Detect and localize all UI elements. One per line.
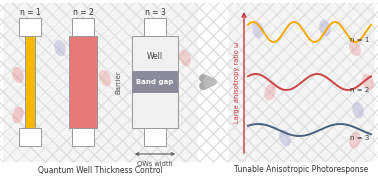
Text: Tunable Anisotropic Photoresponse: Tunable Anisotropic Photoresponse: [234, 166, 369, 175]
Ellipse shape: [264, 84, 276, 100]
Ellipse shape: [54, 40, 66, 56]
Bar: [69, 36, 97, 128]
Text: Barrier: Barrier: [115, 70, 121, 94]
Ellipse shape: [362, 74, 374, 90]
Bar: [228, 3, 375, 162]
Ellipse shape: [352, 102, 364, 118]
Bar: [19, 128, 41, 146]
Text: n = 3: n = 3: [350, 135, 369, 141]
Text: Well: Well: [147, 52, 163, 61]
Ellipse shape: [69, 110, 81, 126]
Ellipse shape: [12, 67, 24, 83]
Bar: [3, 3, 198, 162]
Ellipse shape: [179, 50, 191, 66]
Ellipse shape: [349, 132, 361, 148]
Text: Large anisotropy ratio ω: Large anisotropy ratio ω: [234, 42, 240, 123]
Text: n = 3: n = 3: [144, 8, 166, 17]
Text: Band gap: Band gap: [136, 79, 174, 85]
Bar: [72, 18, 94, 36]
Ellipse shape: [349, 40, 361, 56]
Text: n = 2: n = 2: [73, 8, 93, 17]
Ellipse shape: [99, 70, 111, 86]
Ellipse shape: [134, 44, 146, 60]
Text: n = 2: n = 2: [350, 87, 369, 93]
Text: Quantum Well Thickness Control: Quantum Well Thickness Control: [38, 166, 163, 175]
Ellipse shape: [159, 92, 171, 108]
Ellipse shape: [319, 20, 331, 36]
Bar: [25, 36, 35, 128]
Text: n = 1: n = 1: [20, 8, 40, 17]
Text: QWs width: QWs width: [137, 161, 173, 167]
Bar: [132, 71, 178, 93]
Ellipse shape: [279, 130, 291, 146]
Ellipse shape: [252, 22, 264, 38]
Bar: [132, 36, 178, 128]
Bar: [19, 18, 41, 36]
Ellipse shape: [12, 107, 24, 123]
Bar: [72, 128, 94, 146]
Bar: [144, 128, 166, 146]
Text: n = 1: n = 1: [350, 37, 369, 43]
Bar: [144, 18, 166, 36]
